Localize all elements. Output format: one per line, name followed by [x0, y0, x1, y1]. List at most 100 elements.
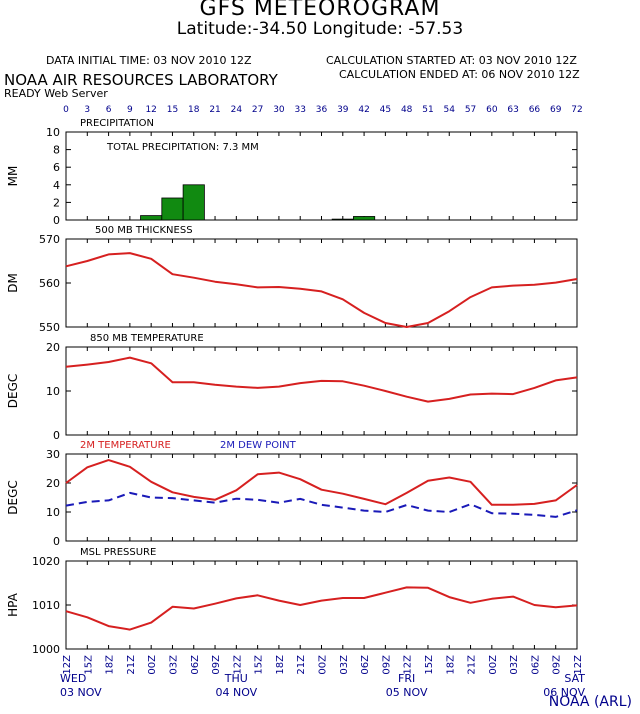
hour-tick-label: 60	[486, 105, 498, 115]
time-tick-label: 09Z	[211, 655, 222, 675]
time-tick-label: 18Z	[105, 655, 116, 675]
y-tick-label: 1010	[32, 599, 60, 612]
y-tick-label: 6	[53, 161, 60, 174]
time-tick-label: 15Z	[424, 655, 435, 675]
time-tick-label: 12Z	[403, 655, 414, 675]
y-axis-label: DEGC	[6, 374, 20, 409]
hour-tick-label: 30	[273, 105, 285, 115]
noaa-arl-credit: NOAA (ARL)	[548, 694, 632, 710]
time-tick-label: 18Z	[445, 655, 456, 675]
hour-tick-label: 48	[401, 105, 413, 115]
lab-name: NOAA AIR RESOURCES LABORATORY	[4, 71, 278, 89]
hour-tick-label: 0	[63, 105, 69, 115]
date-label: 05 NOV	[386, 686, 428, 699]
y-tick-label: 550	[39, 321, 60, 334]
lat-lon-label: Latitude:-34.50 Longitude: -57.53	[176, 19, 464, 39]
total-precip-note: TOTAL PRECIPITATION: 7.3 MM	[106, 142, 259, 153]
y-tick-label: 0	[53, 214, 60, 227]
y-axis-label: MM	[6, 166, 20, 187]
hour-tick-label: 12	[145, 105, 156, 115]
page-title: GFS METEOROGRAM	[199, 0, 441, 21]
date-label: 06 NOV	[543, 686, 585, 699]
panel-frame	[65, 453, 578, 542]
hour-tick-label: 21	[209, 105, 220, 115]
hour-tick-label: 15	[167, 105, 178, 115]
panel-title: PRECIPITATION	[80, 118, 154, 129]
y-tick-label: 2	[53, 196, 60, 209]
day-label: FRI	[398, 672, 415, 685]
time-tick-label: 12Z	[232, 655, 243, 675]
hour-tick-label: 36	[316, 105, 328, 115]
y-tick-label: 10	[46, 385, 60, 398]
y-tick-label: 1020	[32, 555, 60, 568]
hour-tick-label: 69	[550, 105, 562, 115]
time-tick-label: 00Z	[318, 655, 329, 675]
date-label: 03 NOV	[60, 686, 102, 699]
dew-point-line	[65, 491, 578, 518]
y-axis-label: DEGC	[6, 480, 20, 515]
day-label: THU	[224, 672, 248, 685]
time-tick-label: 09Z	[381, 655, 392, 675]
panel-frame	[65, 238, 578, 328]
panel-title: 850 MB TEMPERATURE	[90, 333, 204, 344]
hour-tick-label: 45	[380, 105, 391, 115]
precip-bar	[140, 215, 163, 221]
date-label: 04 NOV	[215, 686, 257, 699]
hour-tick-label: 54	[444, 105, 456, 115]
hour-tick-label: 66	[529, 105, 541, 115]
precip-bar	[331, 218, 354, 221]
y-tick-label: 1000	[32, 643, 60, 656]
y-tick-label: 560	[39, 277, 60, 290]
hour-tick-label: 39	[337, 105, 349, 115]
precip-bar	[182, 184, 205, 221]
y-tick-label: 0	[53, 535, 60, 548]
time-tick-label: 21Z	[467, 655, 478, 675]
time-tick-label: 00Z	[488, 655, 499, 675]
y-tick-label: 30	[46, 448, 60, 461]
y-axis-label: DM	[6, 273, 20, 293]
time-tick-label: 06Z	[190, 655, 201, 675]
hour-tick-label: 63	[507, 105, 518, 115]
hour-tick-label: 51	[422, 105, 433, 115]
hour-tick-label: 24	[231, 105, 243, 115]
precip-bar	[161, 197, 184, 221]
time-tick-label: 12Z	[62, 655, 73, 675]
time-tick-label: 12Z	[573, 655, 584, 675]
day-label: WED	[60, 672, 86, 685]
precip-bar	[353, 216, 376, 221]
time-tick-label: 21Z	[296, 655, 307, 675]
time-tick-label: 00Z	[147, 655, 158, 675]
panel-title: MSL PRESSURE	[80, 547, 156, 558]
series-line-thickness	[65, 252, 578, 328]
time-tick-label: 18Z	[275, 655, 286, 675]
hour-tick-label: 72	[571, 105, 582, 115]
panel-frame	[65, 560, 578, 650]
panel-title: 2M TEMPERATURE	[80, 440, 171, 451]
series-line-msl	[65, 586, 578, 631]
y-axis-label: HPA	[6, 592, 20, 616]
time-tick-label: 15Z	[254, 655, 265, 675]
hour-tick-label: 9	[127, 105, 133, 115]
time-tick-label: 06Z	[360, 655, 371, 675]
hour-tick-label: 18	[188, 105, 200, 115]
y-tick-label: 20	[46, 477, 60, 490]
time-tick-label: 03Z	[509, 655, 520, 675]
hour-tick-label: 3	[84, 105, 90, 115]
hour-tick-label: 27	[252, 105, 263, 115]
panel-title: 2M DEW POINT	[220, 440, 297, 451]
time-tick-label: 21Z	[126, 655, 137, 675]
y-tick-label: 4	[53, 179, 60, 192]
series-line-t2m	[65, 459, 578, 506]
time-tick-label: 03Z	[339, 655, 350, 675]
hour-tick-label: 33	[294, 105, 305, 115]
time-tick-label: 06Z	[530, 655, 541, 675]
data-initial-time: DATA INITIAL TIME: 03 NOV 2010 12Z	[46, 54, 252, 67]
ready-web-server: READY Web Server	[4, 87, 108, 100]
time-tick-label: 15Z	[83, 655, 94, 675]
calculation-ended: CALCULATION ENDED AT: 06 NOV 2010 12Z	[339, 68, 580, 81]
y-tick-label: 20	[46, 341, 60, 354]
y-tick-label: 570	[39, 233, 60, 246]
calculation-started: CALCULATION STARTED AT: 03 NOV 2010 12Z	[326, 54, 577, 67]
time-tick-label: 09Z	[552, 655, 563, 675]
